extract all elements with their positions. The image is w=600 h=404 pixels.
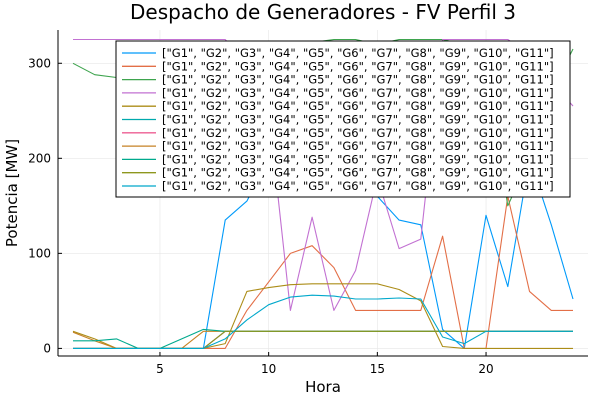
- y-tick-label: 300: [28, 56, 51, 70]
- y-tick-label: 0: [43, 341, 51, 355]
- legend-label: ["G1", "G2", "G3", "G4", "G5", "G6", "G7…: [162, 99, 554, 113]
- legend-label: ["G1", "G2", "G3", "G4", "G5", "G6", "G7…: [162, 179, 554, 193]
- legend: ["G1", "G2", "G3", "G4", "G5", "G6", "G7…: [115, 40, 571, 198]
- series-line-4: [73, 38, 574, 311]
- legend-label: ["G1", "G2", "G3", "G4", "G5", "G6", "G7…: [162, 59, 554, 73]
- legend-label: ["G1", "G2", "G3", "G4", "G5", "G6", "G7…: [162, 166, 554, 180]
- legend-label: ["G1", "G2", "G3", "G4", "G5", "G6", "G7…: [162, 113, 554, 127]
- legend-label: ["G1", "G2", "G3", "G4", "G5", "G6", "G7…: [162, 46, 554, 60]
- y-tick-label: 100: [28, 246, 51, 260]
- y-tick-label: 200: [28, 151, 51, 165]
- x-axis-title: Hora: [305, 378, 341, 396]
- series-line-11: [73, 294, 573, 349]
- legend-label: ["G1", "G2", "G3", "G4", "G5", "G6", "G7…: [162, 73, 554, 87]
- legend-label: ["G1", "G2", "G3", "G4", "G5", "G6", "G7…: [162, 139, 554, 153]
- legend-label: ["G1", "G2", "G3", "G4", "G5", "G6", "G7…: [162, 126, 554, 140]
- legend-box: [115, 40, 571, 198]
- y-axis-title: Potencia [MW]: [3, 139, 21, 247]
- legend-label: ["G1", "G2", "G3", "G4", "G5", "G6", "G7…: [162, 86, 554, 100]
- x-tick-label: 5: [156, 362, 164, 376]
- chart-title: Despacho de Generadores - FV Perfil 3: [130, 0, 516, 24]
- legend-label: ["G1", "G2", "G3", "G4", "G5", "G6", "G7…: [162, 152, 554, 166]
- x-tick-label: 20: [478, 362, 493, 376]
- x-tick-label: 10: [261, 362, 276, 376]
- axes: [57, 30, 588, 357]
- x-tick-label: 15: [370, 362, 385, 376]
